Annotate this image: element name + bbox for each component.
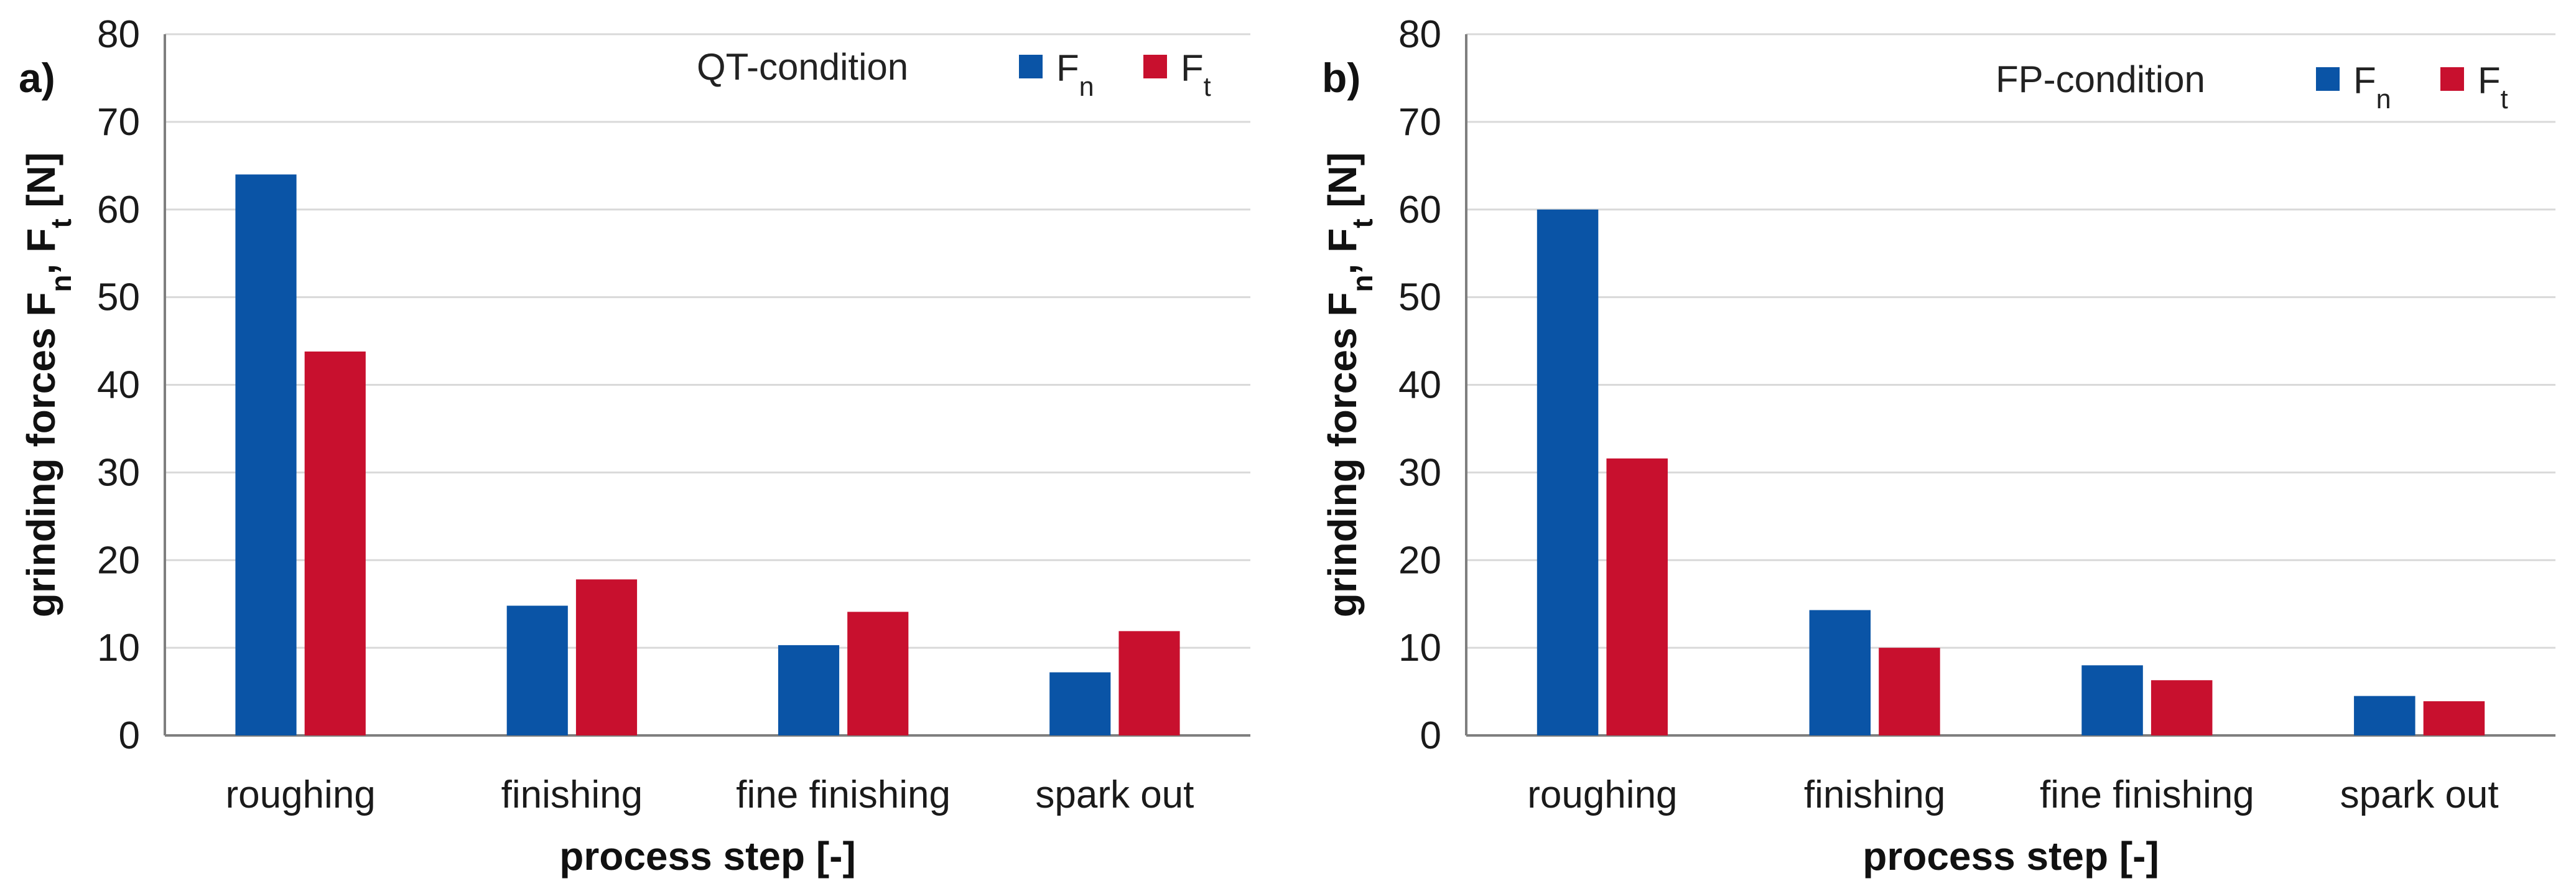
y-axis-title-text: [N] bbox=[1320, 152, 1365, 219]
legend-label-base: F bbox=[1181, 47, 1204, 89]
x-tick-label: fine finishing bbox=[736, 773, 951, 816]
y-tick-label: 80 bbox=[1398, 13, 1441, 56]
y-tick-label: 50 bbox=[1398, 276, 1441, 319]
legend-swatch-fn bbox=[1019, 55, 1043, 78]
chart-panel-b: 0 10 20 30 40 50 60 70 80 roughing finishing fine f… bbox=[1320, 13, 2555, 879]
x-tick-label: spark out bbox=[1035, 773, 1194, 816]
legend-swatch-fn bbox=[2316, 67, 2340, 91]
y-tick-label: 10 bbox=[97, 627, 140, 669]
y-tick-label: 20 bbox=[97, 539, 140, 582]
bar-fn bbox=[1809, 610, 1871, 735]
bar-fn bbox=[1537, 209, 1599, 735]
legend-label-sub: t bbox=[2501, 85, 2508, 114]
legend-condition: FP-condition bbox=[1996, 58, 2205, 100]
y-axis-title-sub: n bbox=[1346, 274, 1379, 292]
y-axis-title-sub: n bbox=[45, 274, 77, 292]
legend-swatch-ft bbox=[2440, 67, 2464, 91]
bar-ft bbox=[847, 612, 909, 735]
y-tick-label: 0 bbox=[119, 714, 140, 757]
bar-ft bbox=[1118, 631, 1180, 735]
bar-ft bbox=[575, 579, 638, 735]
chart-panel-a: 0 10 20 30 40 50 60 70 80 roughing finishing fine f… bbox=[19, 13, 1250, 879]
y-tick-label: 10 bbox=[1398, 627, 1441, 669]
bar-fn bbox=[778, 645, 840, 735]
y-tick-label: 40 bbox=[97, 364, 140, 407]
panel-label: a) bbox=[19, 55, 55, 101]
legend-label-base: F bbox=[2353, 60, 2376, 101]
y-tick-label: 70 bbox=[1398, 101, 1441, 144]
legend-label-fn: Fn bbox=[2353, 60, 2391, 114]
x-tick-label: fine finishing bbox=[2040, 773, 2254, 816]
bar-ft bbox=[1879, 648, 1940, 735]
y-tick-label: 30 bbox=[97, 451, 140, 494]
bar-ft bbox=[2423, 701, 2485, 735]
y-tick-label: 70 bbox=[97, 101, 140, 144]
y-axis-title-sub: t bbox=[45, 218, 77, 228]
legend-label-base: F bbox=[2478, 60, 2501, 101]
y-tick-label: 60 bbox=[97, 189, 140, 231]
panel-label: b) bbox=[1322, 55, 1360, 101]
legend-label-sub: t bbox=[1204, 72, 1211, 102]
y-axis-title: grinding forces Fn, Ft [N] bbox=[19, 152, 77, 617]
legend-label-sub: n bbox=[2376, 85, 2391, 114]
x-tick-label: spark out bbox=[2340, 773, 2499, 816]
y-tick-label: 50 bbox=[97, 276, 140, 319]
y-axis-title-text: , F bbox=[1320, 228, 1365, 275]
x-axis-title: process step [-] bbox=[1862, 834, 2159, 879]
x-tick-label: finishing bbox=[501, 773, 643, 816]
y-tick-label: 0 bbox=[1420, 714, 1441, 757]
y-axis-title-text: grinding forces F bbox=[1320, 292, 1365, 618]
bar-fn bbox=[1049, 672, 1111, 735]
legend-label-ft: Ft bbox=[2478, 60, 2508, 114]
y-tick-label: 30 bbox=[1398, 451, 1441, 494]
y-tick-label: 60 bbox=[1398, 189, 1441, 231]
bar-fn bbox=[2354, 696, 2416, 735]
y-tick-label: 80 bbox=[97, 13, 140, 56]
legend-label-base: F bbox=[1056, 47, 1079, 89]
x-tick-label: finishing bbox=[1804, 773, 1945, 816]
bar-fn bbox=[506, 605, 568, 735]
y-axis-title-text: grinding forces F bbox=[19, 292, 63, 618]
x-tick-label: roughing bbox=[1527, 773, 1677, 816]
x-axis-title: process step [-] bbox=[559, 834, 856, 879]
bar-ft bbox=[2151, 680, 2213, 735]
y-axis-title-text: , F bbox=[19, 228, 63, 275]
bar-fn bbox=[235, 174, 297, 735]
y-axis-title: grinding forces Fn, Ft [N] bbox=[1320, 152, 1379, 617]
legend-label-ft: Ft bbox=[1181, 47, 1211, 102]
y-axis-title-text: [N] bbox=[19, 152, 63, 219]
legend-condition: QT-condition bbox=[697, 46, 908, 88]
bar-fn bbox=[2081, 665, 2143, 735]
legend-label-fn: Fn bbox=[1056, 47, 1094, 102]
bar-ft bbox=[304, 351, 366, 735]
y-tick-label: 40 bbox=[1398, 364, 1441, 407]
y-axis-title-sub: t bbox=[1346, 218, 1379, 228]
legend-label-sub: n bbox=[1079, 72, 1094, 102]
y-tick-label: 20 bbox=[1398, 539, 1441, 582]
legend-swatch-ft bbox=[1143, 55, 1167, 78]
x-tick-label: roughing bbox=[225, 773, 375, 816]
bar-ft bbox=[1606, 458, 1668, 735]
